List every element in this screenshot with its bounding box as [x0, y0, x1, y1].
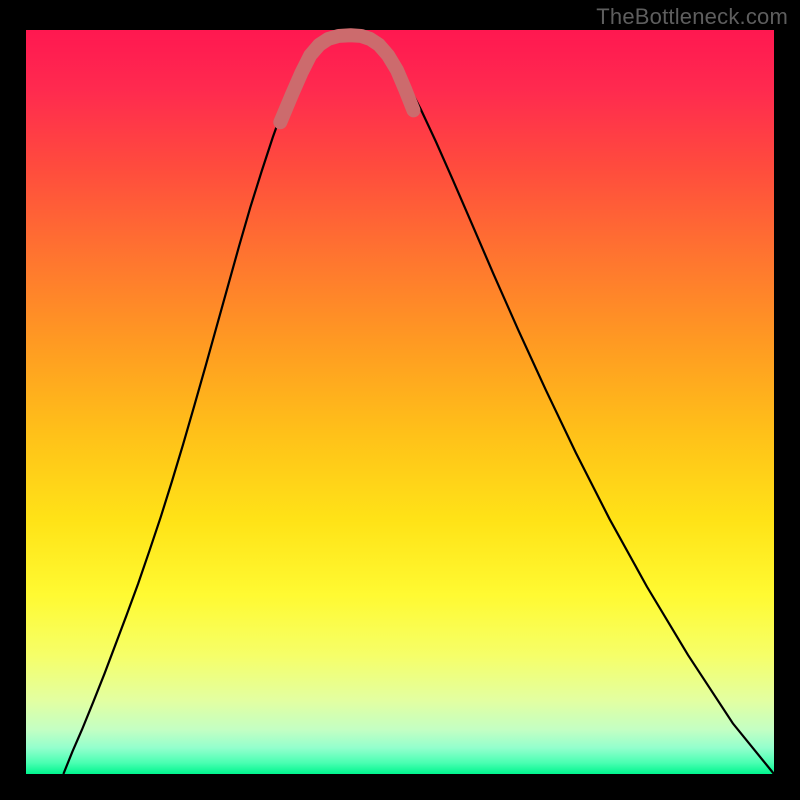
chart-container: TheBottleneck.com [0, 0, 800, 800]
plot-background [26, 30, 774, 774]
bottleneck-chart [0, 0, 800, 800]
